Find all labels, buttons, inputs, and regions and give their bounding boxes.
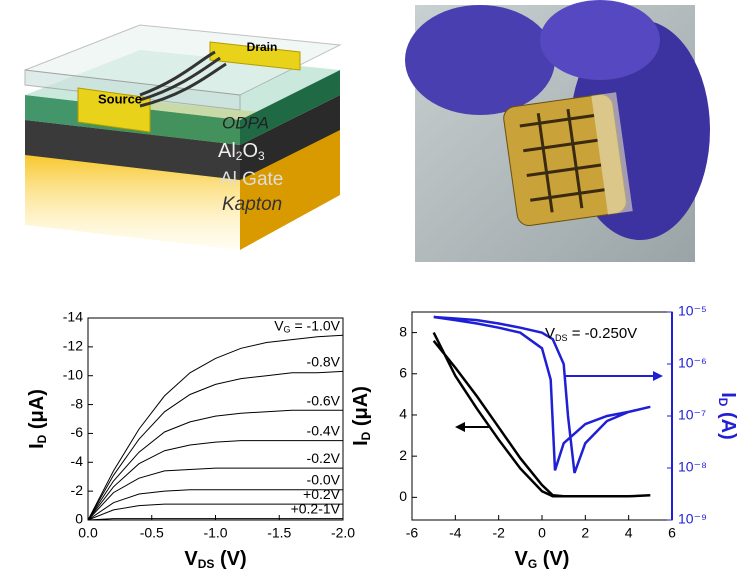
substrate-label: Kapton: [222, 194, 282, 215]
y-tick-label: -4: [71, 453, 84, 469]
x-tick-label: 4: [625, 525, 633, 541]
y2-tick-label: 10⁻⁹: [678, 511, 707, 527]
series-line: [87, 409, 343, 521]
series-line: [87, 370, 344, 521]
y2-tick-label: 10⁻⁵: [678, 303, 707, 319]
legend-entry: -0.6V: [307, 392, 341, 408]
series-label: +0.2V: [303, 486, 341, 502]
y-tick-label: 0: [399, 488, 407, 504]
y-tick-label: 8: [399, 323, 407, 339]
series-label: -0.4V: [307, 422, 341, 438]
y-axis-label: ID (μA): [350, 386, 373, 446]
y-axis-label-part: (μA): [350, 386, 372, 432]
legend-entry: -0.8V: [307, 353, 341, 369]
x-tick-label: 6: [668, 525, 676, 541]
legend-prefix: G: [284, 325, 291, 335]
annotation-part: V: [545, 325, 555, 342]
y2-axis-label-part: D: [716, 398, 730, 407]
arrow: [565, 371, 663, 381]
x-tick-label: -2: [492, 525, 505, 541]
y-tick-label: -10: [63, 366, 83, 382]
device-photo: [405, 0, 710, 262]
oxide-label: Al2O3: [218, 140, 265, 163]
x-axis-label: VDS (V): [184, 548, 246, 571]
series-label: -0.6V: [307, 392, 341, 408]
x-tick-label: 0.0: [78, 525, 98, 541]
x-axis-label-part: (V): [214, 548, 246, 570]
series-line: [87, 503, 343, 521]
series-label: VG = -1.0V: [274, 317, 340, 335]
series-line: [87, 489, 343, 521]
y2-tick-label: 10⁻⁶: [678, 355, 707, 371]
y-axis-label-part: I: [350, 440, 372, 446]
x-tick-label: -6: [406, 525, 419, 541]
legend-entry: -0.4V: [307, 422, 341, 438]
x-axis-label-part: G: [528, 557, 537, 571]
series-label: +0.2-1V: [291, 500, 341, 516]
x-tick-label: -4: [449, 525, 462, 541]
y-tick-label: 2: [399, 447, 407, 463]
legend-prefix: =: [291, 317, 307, 333]
x-axis-label: VG (V): [515, 548, 570, 571]
y-tick-label: -12: [63, 338, 83, 354]
y-tick-label: 6: [399, 364, 407, 380]
y-axis-label-part: D: [359, 431, 373, 440]
source-label: Source: [98, 91, 142, 106]
plot-frame: [411, 311, 673, 521]
odpa-label: ODPA: [222, 113, 269, 132]
x-tick-label: 2: [581, 525, 589, 541]
x-tick-label: -0.5: [140, 525, 164, 541]
x-tick-label: -2.0: [331, 525, 355, 541]
series-label: -0.2V: [307, 450, 341, 466]
x-tick-label: -1.5: [267, 525, 291, 541]
series-line: [433, 315, 651, 474]
y-tick-label: 4: [399, 406, 407, 422]
series-line: [87, 518, 343, 521]
x-axis-label-part: (V): [537, 548, 569, 570]
arrow: [455, 422, 490, 432]
annotation-part: = -0.250V: [568, 325, 638, 342]
y2-axis-label-part: I: [717, 392, 739, 398]
oxide-part: Al: [218, 140, 236, 162]
y-axis-label-part: I: [26, 443, 48, 449]
oxide-part: 3: [258, 149, 265, 163]
series-line: [87, 440, 343, 521]
gate-label: Al Gate: [220, 169, 283, 190]
series-line: [87, 334, 344, 521]
y-tick-label: -14: [63, 309, 83, 325]
x-axis-label-part: V: [515, 548, 529, 570]
legend-prefix: V: [274, 317, 284, 333]
x-axis-label-part: V: [184, 548, 198, 570]
drain-label: Drain: [247, 40, 278, 54]
y2-axis-label-part: (A): [717, 406, 739, 439]
legend-entry: -1.0V: [307, 317, 341, 333]
legend-entry: +0.2V: [303, 486, 341, 502]
x-axis-label-part: DS: [198, 557, 215, 571]
y-axis-label-part: (μA): [26, 389, 48, 435]
y-tick-label: 0: [75, 511, 83, 527]
legend-entry: -0.2V: [307, 450, 341, 466]
x-tick-label: 0: [538, 525, 546, 541]
annotation: VDS = -0.250V: [545, 325, 637, 343]
y-tick-label: -2: [71, 482, 84, 498]
device-schematic: Source Drain ODPA Al2O3 Al Gate Kapton: [24, 24, 342, 250]
y-tick-label: -6: [71, 424, 84, 440]
y-axis-label: ID (μA): [26, 389, 49, 449]
series-label: -0.0V: [307, 471, 341, 487]
y-axis-label-part: D: [35, 434, 49, 443]
legend-entry: -0.0V: [307, 471, 341, 487]
y-tick-label: -8: [71, 395, 84, 411]
oxide-part: O: [242, 140, 258, 162]
legend-entry: +0.2-1V: [291, 500, 341, 516]
series-line: [432, 332, 651, 498]
oxide-part: 2: [236, 149, 243, 163]
y2-tick-label: 10⁻⁷: [678, 407, 706, 423]
y2-axis-label: ID (A): [716, 392, 739, 440]
annotation-part: DS: [555, 333, 568, 343]
series-label: -0.8V: [307, 353, 341, 369]
y2-tick-label: 10⁻⁸: [678, 459, 707, 475]
x-tick-label: -1.0: [203, 525, 227, 541]
series-line: [87, 467, 343, 521]
